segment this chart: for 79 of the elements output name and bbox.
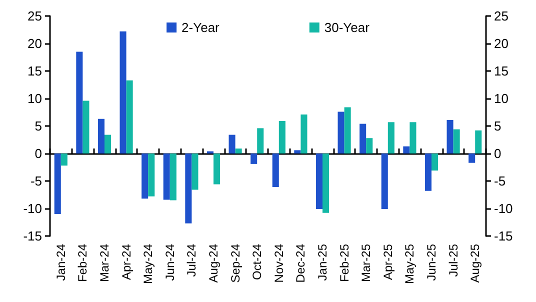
bar (54, 154, 61, 214)
bar (344, 107, 351, 154)
bar (82, 100, 90, 154)
bar (366, 138, 373, 154)
y-tick-label: -15 (23, 228, 42, 244)
bar (250, 154, 258, 164)
bar (432, 154, 438, 171)
x-tick-label: Mar-24 (98, 244, 112, 282)
x-tick-label: Oct-24 (250, 244, 264, 280)
y-tick-label: -5 (30, 174, 42, 188)
x-tick-label: Jun-24 (162, 244, 177, 281)
bar (300, 114, 308, 154)
x-tick-label: Jan-24 (54, 244, 68, 281)
bar (453, 129, 460, 154)
bar (235, 148, 242, 154)
bar (126, 80, 133, 154)
x-tick-label: Jan-25 (316, 244, 330, 281)
x-tick-label: Aug-25 (468, 244, 482, 283)
x-tick-label: Feb-24 (76, 244, 90, 282)
x-tick-label: Aug-24 (206, 244, 220, 283)
x-tick-label: Dec-24 (294, 244, 308, 283)
bar (446, 120, 454, 154)
bar (257, 128, 264, 154)
y2-tick-label: 0 (494, 146, 502, 161)
x-tick-label: Mar-25 (359, 244, 374, 282)
bar (388, 122, 394, 154)
bar (294, 150, 301, 154)
legend-label: 30-Year (324, 20, 370, 35)
y-tick-label: 20 (28, 36, 42, 51)
y-tick-label: -10 (23, 201, 42, 216)
y-tick-label: 10 (28, 91, 42, 106)
bar (316, 154, 322, 210)
bar (475, 130, 482, 154)
bar (228, 134, 236, 154)
bar (192, 154, 198, 190)
y2-tick-label: -5 (494, 174, 506, 188)
bar (272, 154, 279, 188)
x-tick-label: Sep-24 (228, 244, 242, 283)
bar (104, 134, 112, 154)
bar (410, 122, 416, 154)
x-tick-label: Apr-24 (119, 244, 134, 280)
x-tick-label: Feb-25 (337, 244, 352, 282)
bar (98, 118, 104, 154)
bar (148, 154, 155, 196)
bar (338, 112, 344, 154)
legend-label: 2-Year (182, 20, 220, 35)
x-tick-label: May-24 (141, 244, 156, 284)
bar (381, 154, 388, 210)
bar (170, 154, 176, 200)
bar (278, 121, 286, 154)
y-tick-label: 25 (28, 8, 42, 24)
x-tick-label: May-25 (402, 244, 417, 284)
y-tick-label: 15 (28, 64, 42, 78)
y-tick-label: 5 (34, 118, 42, 134)
bar (185, 154, 192, 224)
x-tick-label: Jul-24 (184, 244, 199, 277)
bar (60, 154, 68, 166)
bar (142, 154, 148, 199)
bar (360, 124, 366, 154)
bar (322, 154, 330, 213)
bar (76, 52, 83, 154)
y2-tick-label: -10 (494, 201, 513, 216)
bar (120, 31, 126, 154)
bar (424, 154, 432, 191)
x-tick-label: Apr-25 (380, 244, 395, 280)
y2-tick-label: 5 (494, 118, 502, 134)
x-tick-label: Jun-25 (424, 244, 438, 281)
x-tick-label: Nov-24 (272, 244, 286, 283)
y-tick-label: 0 (34, 146, 42, 161)
bar (403, 146, 410, 154)
y2-tick-label: 20 (494, 36, 508, 51)
bar (163, 154, 170, 200)
y2-tick-label: 10 (494, 91, 508, 106)
bar (468, 154, 476, 163)
y2-tick-label: 15 (494, 64, 508, 78)
bar (214, 154, 220, 184)
y2-tick-label: -15 (494, 228, 513, 244)
y2-tick-label: 25 (494, 8, 508, 24)
x-tick-label: Jul-25 (446, 244, 460, 277)
